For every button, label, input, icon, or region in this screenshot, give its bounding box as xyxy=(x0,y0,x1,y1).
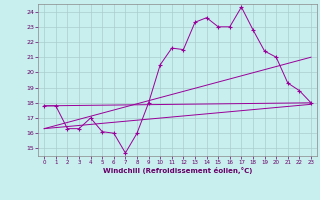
X-axis label: Windchill (Refroidissement éolien,°C): Windchill (Refroidissement éolien,°C) xyxy=(103,167,252,174)
